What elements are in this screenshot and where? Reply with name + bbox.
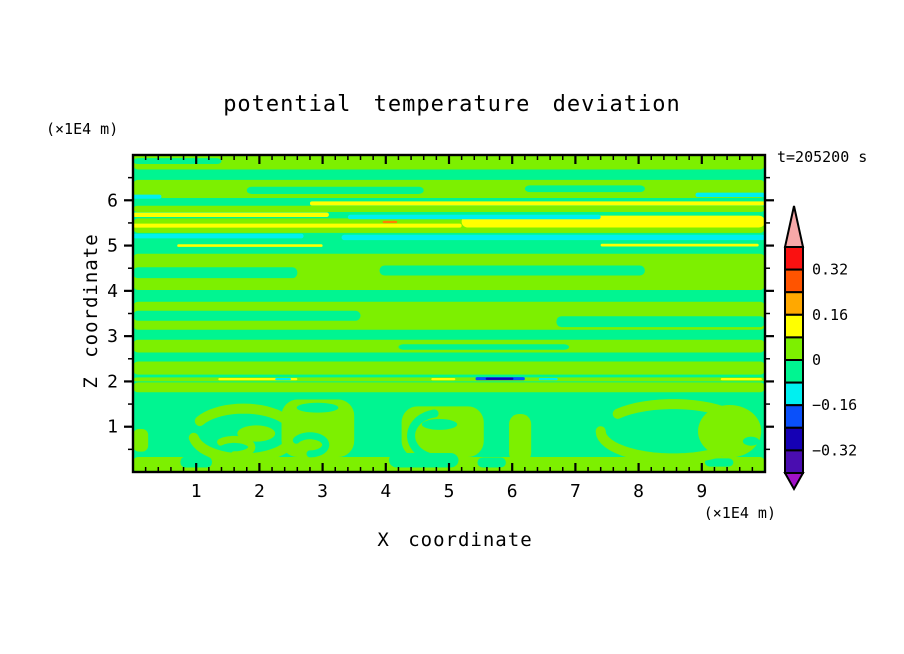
contour-streak [695, 192, 765, 198]
colorbar-label: 0.32 [812, 261, 848, 279]
contour-streak [431, 378, 456, 381]
colorbar-segment [784, 313, 804, 339]
contour-streak [133, 223, 462, 228]
x-tick-label: 5 [444, 481, 455, 502]
contour-streak [177, 244, 323, 247]
z-tick-label: 5 [107, 236, 118, 257]
contour-band [133, 267, 298, 279]
contour-streak [133, 233, 304, 239]
colorbar-segment [784, 291, 804, 316]
contour-band [556, 316, 765, 328]
colorbar-segment [784, 381, 804, 407]
x-tick-label: 8 [633, 481, 644, 502]
contour-streak [309, 201, 765, 206]
contour-band [246, 186, 424, 194]
contour-band [133, 361, 765, 375]
colorbar-lower-arrow [783, 472, 805, 492]
contour-band [180, 456, 212, 468]
contour-band [133, 382, 765, 393]
contour-eddy-arc [292, 432, 330, 458]
contour-blob [296, 402, 339, 413]
contour-band [477, 457, 506, 468]
x-tick-label: 3 [317, 481, 328, 502]
z-axis-label: Z coordinate [80, 233, 102, 388]
contour-band [379, 265, 645, 276]
contour-streak [275, 378, 291, 381]
z-tick-label: 1 [107, 417, 118, 438]
chart-title: potential temperature deviation [223, 92, 681, 117]
colorbar-upper-arrow [783, 205, 805, 248]
contour-blob [421, 419, 458, 430]
contour-band [524, 185, 645, 193]
colorbar-segment [784, 449, 804, 474]
z-tick-label: 2 [107, 371, 118, 392]
x-axis-label: X coordinate [377, 529, 532, 551]
axis-ticks [124, 155, 774, 472]
x-tick-label: 6 [507, 481, 518, 502]
x-tick-label: 7 [570, 481, 581, 502]
colorbar-segment [784, 404, 804, 429]
contour-blob [237, 425, 276, 442]
colorbar: 0.32 0.16 0 −0.16 −0.32 [783, 205, 857, 492]
x-tick-label: 1 [191, 481, 202, 502]
contour-band [133, 428, 149, 452]
colorbar-label: 0 [812, 351, 821, 369]
colorbar-label: −0.32 [812, 441, 857, 459]
colorbar-label: 0.16 [812, 306, 848, 324]
contour-field [133, 155, 765, 472]
contour-band [509, 414, 532, 463]
z-tick-label: 6 [107, 190, 118, 211]
contour-streak [133, 194, 162, 199]
contour-blob [698, 404, 762, 458]
colorbar-segment [784, 268, 804, 294]
contour-band [704, 458, 734, 467]
contour-band [388, 452, 459, 468]
contour-eddy-arc [188, 403, 300, 464]
contour-streak [600, 243, 759, 247]
contour-band [281, 399, 355, 458]
contour-streak [133, 212, 329, 218]
contour-band [398, 344, 570, 350]
contour-streak [720, 378, 762, 381]
contour-eddy-arc [407, 409, 439, 463]
contour-eddy-arc [217, 435, 256, 459]
contour-band [133, 205, 765, 213]
z-axis-unit-label: (×1E4 m) [46, 120, 118, 138]
contour-streak [347, 214, 601, 220]
time-annotation: t=205200 s [777, 148, 867, 166]
z-tick-label: 3 [107, 326, 118, 347]
x-axis-unit-label: (×1E4 m) [704, 504, 776, 522]
colorbar-label: −0.16 [812, 396, 857, 414]
contour-blob [742, 436, 760, 446]
x-tick-label: 9 [696, 481, 707, 502]
contour-streak [382, 220, 398, 224]
contour-band [133, 310, 361, 321]
x-tick-label: 2 [254, 481, 265, 502]
contour-streak [341, 234, 765, 241]
z-tick-label: 4 [107, 281, 118, 302]
contour-streak [485, 377, 514, 380]
contour-band [133, 179, 765, 199]
contour-streak [538, 378, 558, 381]
colorbar-segment [784, 359, 804, 384]
x-tick-label: 4 [380, 481, 391, 502]
contour-band [133, 158, 222, 165]
axis-tick-labels: 1 2 3 4 5 6 7 8 9 1 2 3 4 5 6 [107, 190, 707, 502]
colorbar-segment [784, 336, 804, 361]
colorbar-segment [784, 426, 804, 452]
colorbar-segment [784, 246, 804, 271]
